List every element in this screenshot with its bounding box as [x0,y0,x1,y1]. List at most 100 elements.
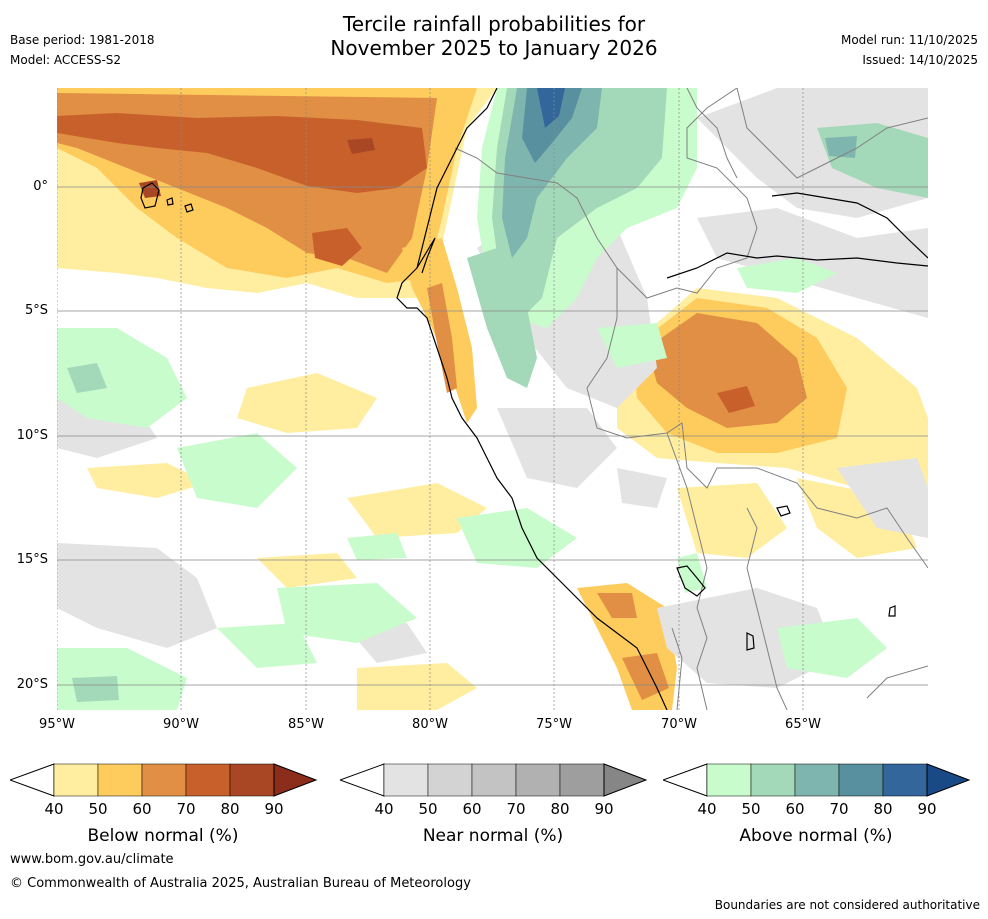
lat-label-0: 0° [33,179,48,194]
cbar3-tick-80: 80 [873,800,893,818]
border-venezuela [686,88,738,179]
colorbar-near-normal-title: Near normal (%) [422,826,564,846]
border-colombia-ecuador-peru [454,88,758,299]
cbar1-tick-60: 60 [132,800,152,818]
above-normal-patch-6 [277,583,417,643]
cbar1-tick-50: 50 [88,800,108,818]
lon-label-80w: 80°W [412,717,448,732]
near-normal-patch-2 [57,543,217,648]
coastline-amazon-river [666,252,928,279]
below-normal-patch-6 [357,663,477,710]
lat-label-15s: 15°S [16,552,48,567]
border-bolivia-south [746,507,788,710]
above-normal-patch-3 [177,433,297,508]
coastline-ecuador-gulf [416,237,436,274]
colorbar-near-normal-swatch-2 [471,763,517,797]
below-normal-peru-coast-60 [427,283,457,393]
footer-disclaimer: Boundaries are not considered authoritat… [714,898,980,912]
colorbar-above-normal-max-extend [926,763,971,797]
coastline-galapagos-1 [140,182,160,209]
meta-right: Model run: 11/10/2025 Issued: 14/10/2025 [841,30,978,70]
below-normal-70-ocean-north [57,113,427,193]
coastline-galapagos-3 [184,203,194,213]
footer-copyright: © Commonwealth of Australia 2025, Austra… [10,876,471,891]
border-chile-bolivia [671,627,683,710]
cbar1-tick-80: 80 [220,800,240,818]
colorbar-above-normal-swatch-4 [882,763,928,797]
below-normal-patch-3 [257,553,357,588]
above-normal-patch-5 [72,676,119,702]
title-line-2: November 2025 to January 2026 [330,36,658,60]
above-normal-east-60 [825,136,857,158]
gridlines [57,88,928,710]
colorbar-near-normal [338,762,650,802]
near-normal-patch-10 [617,468,667,508]
below-normal-70-ocean-spot [312,228,362,266]
below-normal-amazon-70 [717,386,755,413]
cbar2-tick-80: 80 [550,800,570,818]
above-normal-patch-12 [677,553,707,593]
map-svg [57,88,928,710]
cbar2-tick-40: 40 [374,800,394,818]
map-area[interactable] [57,88,928,710]
below-normal-patch-4 [677,483,787,558]
coastline-lakes-east-1 [776,505,791,517]
colorbar-near-normal-svg [338,763,648,797]
below-normal-amazon-60 [647,313,807,428]
below-normal-80-spot-b [139,180,161,198]
model-name: Model: ACCESS-S2 [10,53,122,67]
above-normal-patch-1 [57,328,187,428]
title-line-1: Tercile rainfall probabilities for [342,12,646,36]
below-normal-south-coast-60 [597,593,637,618]
country-borders [454,88,928,710]
lon-label-90w: 90°W [163,717,199,732]
meta-left: Base period: 1981-2018 Model: ACCESS-S2 [10,30,155,70]
issued-date: Issued: 14/10/2025 [862,53,978,67]
border-peru-brazil [586,268,928,569]
cbar1-tick-70: 70 [176,800,196,818]
coastline-pacific [396,88,668,710]
cbar2-tick-50: 50 [418,800,438,818]
above-normal-north-andes-80 [537,88,565,128]
above-normal-patch-8 [457,508,577,568]
colorbar-above-normal-swatch-0 [706,763,752,797]
colorbar-below-normal-min-extend [8,763,55,797]
above-normal-patch-9 [777,618,887,678]
cbar1-tick-90: 90 [264,800,284,818]
footer-website[interactable]: www.bom.gov.au/climate [10,852,174,867]
cbar3-tick-90: 90 [917,800,937,818]
colorbar-below-normal-swatch-3 [185,763,231,797]
above-normal-north-andes-70 [522,88,582,163]
colorbar-near-normal-max-extend [603,763,648,797]
colorbar-above-normal-title: Above normal (%) [739,826,893,846]
colorbar-above-normal-swatch-2 [794,763,840,797]
colorbar-above-normal-min-extend [661,763,708,797]
cbar2-tick-70: 70 [506,800,526,818]
colorbar-below-normal-title: Below normal (%) [87,826,239,846]
colorbar-above-normal-svg [661,763,971,797]
colorbar-below-normal-swatch-0 [53,763,99,797]
cbar3-tick-70: 70 [829,800,849,818]
cbar1-tick-40: 40 [44,800,64,818]
cbar3-tick-60: 60 [785,800,805,818]
border-brazil-north [736,88,928,179]
coastlines [140,88,928,710]
border-peru-bolivia [666,432,708,710]
map-title: Tercile rainfall probabilities for Novem… [0,12,988,60]
above-normal-patch-7 [217,623,317,668]
cbar2-tick-90: 90 [594,800,614,818]
lat-label-20s: 20°S [16,677,48,692]
lat-label-10s: 10°S [16,428,48,443]
coastline-titicaca [676,565,706,597]
colorbar-below-normal-swatch-1 [97,763,143,797]
above-normal-andes-strip [467,248,537,388]
colorbar-below-normal-swatch-4 [229,763,275,797]
lon-label-65w: 65°W [785,717,821,732]
cbar3-tick-40: 40 [697,800,717,818]
lon-label-70w: 70°W [661,717,697,732]
above-normal-patch-11 [597,323,667,368]
lon-label-75w: 75°W [536,717,572,732]
coastline-lake-poopo [746,632,755,651]
above-normal-patch-2 [67,363,107,393]
coastline-lakes-east-2 [888,605,896,617]
